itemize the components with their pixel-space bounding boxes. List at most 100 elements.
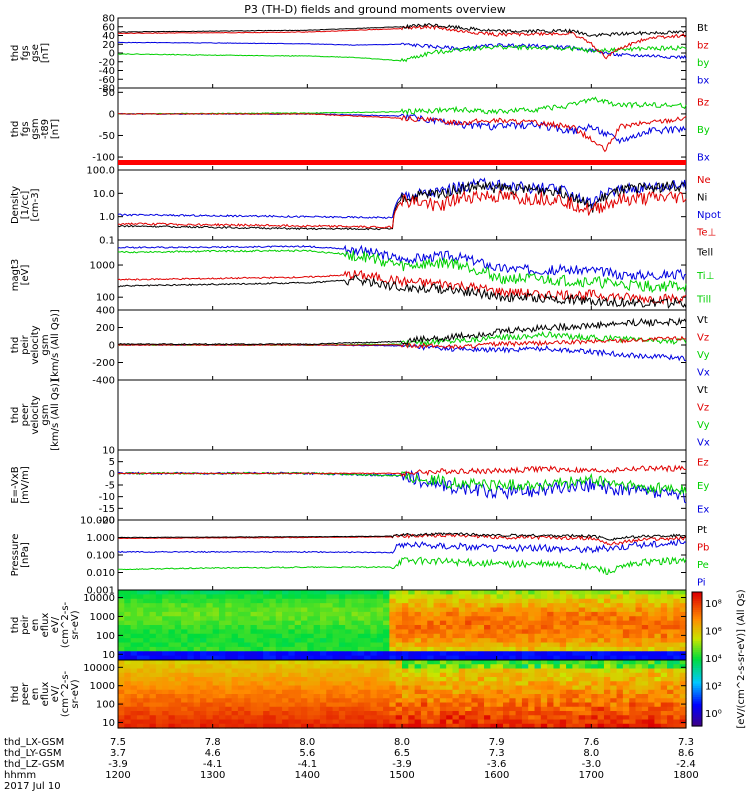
heat-cell [534, 706, 542, 712]
heat-cell [433, 633, 441, 639]
heat-cell [420, 672, 428, 678]
heat-cell [496, 711, 504, 716]
heat-cell [332, 694, 340, 699]
heat-cell [484, 629, 491, 635]
heat-cell [439, 719, 447, 725]
heat-cell [446, 590, 454, 595]
heat-cell [420, 681, 428, 687]
heat-cell [654, 715, 662, 721]
heat-cell [143, 616, 151, 622]
heat-cell [458, 719, 466, 725]
heat-cell [364, 689, 372, 695]
heat-cell [218, 607, 226, 613]
heat-cell [263, 702, 271, 708]
heat-cell [338, 590, 346, 595]
heat-cell [452, 611, 460, 617]
ephemeris-value: 7.9 [489, 737, 505, 748]
heat-cell [496, 677, 504, 682]
heat-cell [149, 672, 157, 678]
heat-cell [547, 642, 555, 648]
heat-cell [149, 625, 157, 630]
heat-cell [648, 719, 656, 725]
heat-cell [237, 642, 245, 648]
heat-cell [237, 711, 245, 716]
heat-cell [667, 702, 674, 708]
heat-cell [446, 689, 454, 695]
heat-cell [313, 668, 321, 674]
heat-cell [130, 706, 138, 712]
heat-cell [319, 664, 327, 670]
heat-cell [250, 672, 258, 678]
heat-cell [585, 642, 592, 648]
heat-cell [585, 633, 592, 639]
heat-cell [357, 590, 365, 595]
heat-cell [648, 598, 656, 604]
heat-cell [427, 629, 435, 635]
heat-cell [155, 723, 163, 729]
heat-cell [534, 607, 542, 613]
heat-cell [218, 668, 226, 674]
heat-cell [673, 594, 681, 600]
heat-cell [414, 620, 422, 626]
heat-cell [155, 603, 163, 609]
heat-cell [168, 642, 176, 648]
y-axis-label-line: [1/cc] [20, 191, 31, 220]
heat-cell [218, 711, 226, 716]
heat-cell [591, 646, 599, 652]
heat-cell [427, 664, 435, 670]
heat-cell [149, 715, 157, 721]
heat-cell [351, 594, 359, 600]
heat-cell [496, 620, 504, 626]
heat-cell [452, 633, 460, 639]
heat-cell [616, 638, 624, 644]
heat-cell [181, 625, 189, 630]
heat-cell [282, 689, 289, 695]
heat-cell [332, 611, 340, 617]
heat-cell [566, 694, 573, 699]
heat-cell [168, 611, 176, 617]
heat-cell [130, 616, 138, 622]
heat-cell [616, 642, 624, 648]
heat-cell [458, 603, 466, 609]
heat-cell [597, 698, 605, 704]
heat-cell [572, 607, 580, 613]
heat-cell [667, 723, 674, 729]
heat-cell [206, 598, 214, 604]
heat-cell [269, 698, 277, 704]
heat-cell [458, 689, 466, 695]
heat-cell [383, 590, 390, 595]
heat-cell [218, 646, 226, 652]
heat-cell [540, 681, 548, 687]
heat-cell [509, 715, 517, 721]
heat-cell [313, 651, 321, 657]
heat-cell [168, 646, 176, 652]
heat-cell [294, 598, 302, 604]
heat-cell [370, 698, 378, 704]
heat-cell [282, 698, 289, 704]
heat-cell [118, 677, 125, 682]
heat-cell [345, 685, 353, 691]
heat-cell [585, 719, 592, 725]
heat-cell [515, 723, 523, 729]
heat-cell [471, 715, 479, 721]
heat-cell [193, 677, 201, 682]
heat-cell [395, 611, 403, 617]
heat-cell [136, 664, 144, 670]
heat-cell [465, 689, 473, 695]
series-Till [117, 249, 687, 294]
heat-cell [149, 607, 157, 613]
heat-cell [256, 706, 264, 712]
heat-cell [654, 642, 662, 648]
heat-cell [502, 672, 510, 678]
heat-cell [402, 616, 409, 622]
colorbar-segment [692, 719, 702, 723]
heat-cell [130, 611, 138, 617]
heat-cell [383, 685, 390, 691]
heat-cell [578, 590, 586, 595]
heat-cell [496, 664, 504, 670]
heat-cell [218, 598, 226, 604]
heat-cell [547, 638, 555, 644]
colorbar-segment [692, 717, 702, 720]
heat-cell [446, 642, 454, 648]
